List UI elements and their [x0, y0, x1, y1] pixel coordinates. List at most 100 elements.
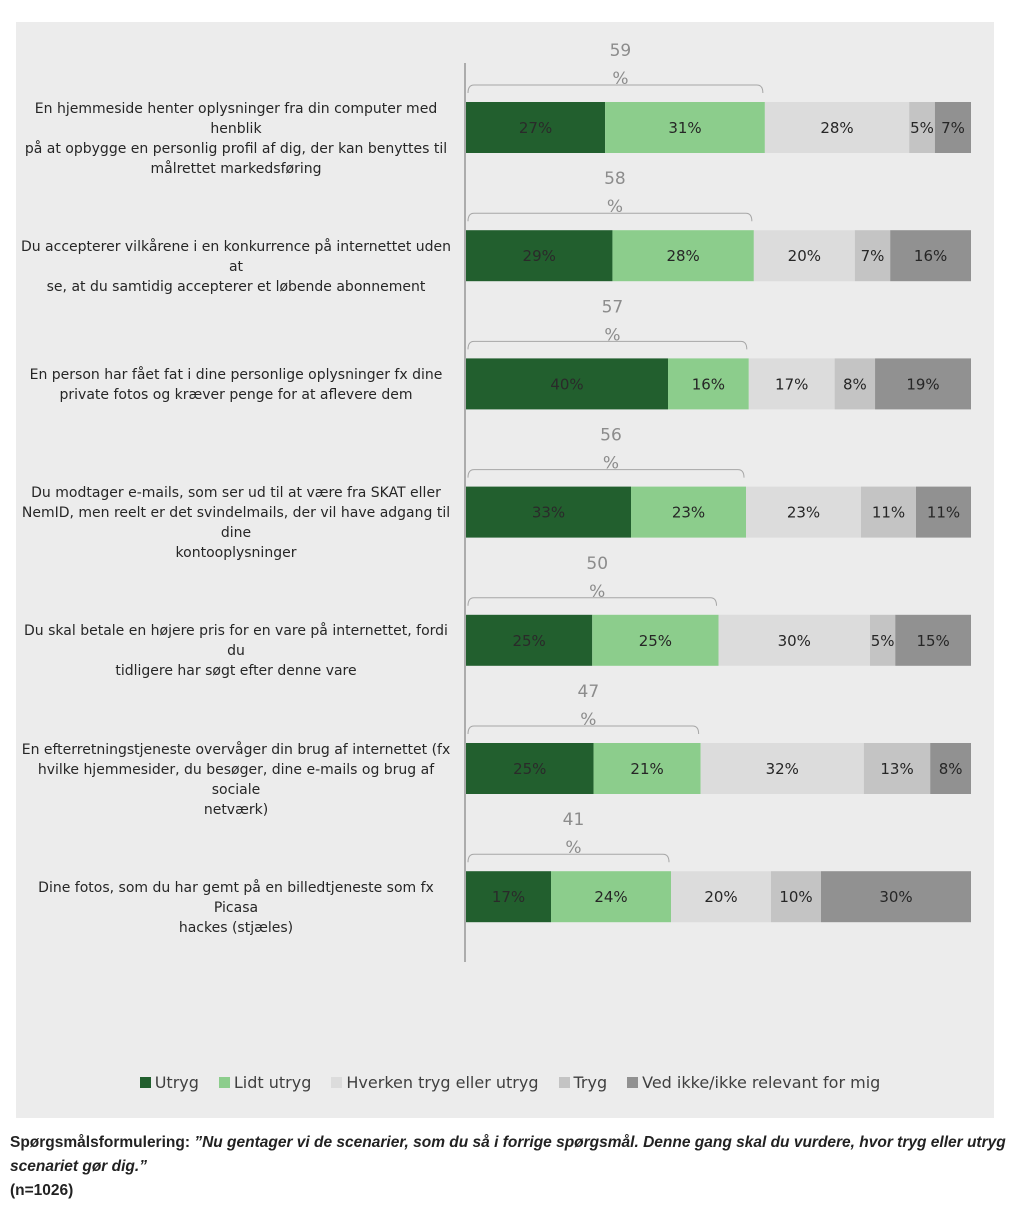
bar-segment — [854, 230, 891, 282]
bracket-total: 56 — [600, 426, 622, 446]
legend-label: Tryg — [573, 1073, 608, 1092]
bar-segment — [771, 871, 821, 923]
data-label: 30% — [879, 888, 912, 906]
category-label-line: En person har fået fat i dine personlige… — [29, 366, 443, 383]
bar-segment — [466, 743, 594, 794]
legend-item: Ved ikke/ikke relevant for mig — [627, 1073, 880, 1092]
bar-segment — [916, 486, 971, 538]
bar-segment — [605, 102, 765, 153]
bar-segment — [753, 230, 855, 282]
bracket-percent-sign: % — [589, 582, 605, 602]
category-label-line: Du modtager e-mails, som ser ud til at v… — [31, 485, 441, 502]
bar-segment — [821, 871, 971, 923]
bar-segment — [746, 486, 861, 538]
bar-segment — [466, 358, 668, 410]
data-label: 21% — [630, 760, 663, 778]
data-label: 28% — [666, 247, 699, 265]
legend-label: Hverken tryg eller utryg — [346, 1073, 539, 1092]
category-label-line: se, at du samtidig accepterer et løbende… — [46, 278, 426, 295]
footnote: Spørgsmålsformulering: ”Nu gentager vi d… — [10, 1131, 1014, 1203]
bracket-total: 58 — [604, 169, 626, 189]
bar-segment — [466, 102, 606, 153]
category-label-line: hackes (stjæles) — [178, 919, 294, 936]
data-label: 7% — [941, 119, 965, 137]
bracket-total: 50 — [586, 554, 608, 574]
data-label: 10% — [779, 888, 812, 906]
bar-segment — [700, 743, 864, 794]
data-label: 8% — [939, 760, 963, 778]
bar-segment — [631, 486, 746, 538]
data-label: 33% — [532, 504, 565, 522]
bar-segment — [466, 871, 551, 923]
data-label: 27% — [519, 119, 552, 137]
chart-panel — [16, 22, 994, 1118]
bracket-percent-sign: % — [607, 197, 623, 217]
legend-swatch — [558, 1077, 570, 1088]
bar-segment — [870, 614, 896, 666]
data-label: 23% — [787, 504, 820, 522]
category-label-line: på at opbygge en personlig profil af dig… — [24, 140, 448, 157]
bracket — [467, 597, 717, 606]
bar-segment — [895, 614, 971, 666]
data-label: 15% — [916, 632, 949, 650]
legend-item: Tryg — [558, 1073, 608, 1092]
bar-segment — [930, 743, 971, 794]
bar-segment — [834, 358, 876, 410]
bracket-total: 57 — [602, 297, 624, 317]
bracket-percent-sign: % — [612, 69, 628, 89]
data-label: 24% — [594, 888, 627, 906]
bracket-total: 59 — [610, 41, 632, 61]
bar-segment — [592, 614, 719, 666]
bar-segment — [934, 102, 971, 153]
legend: Utryg Lidt utryg Hverken tryg eller utryg T… — [0, 1073, 1020, 1092]
data-label: 31% — [668, 119, 701, 137]
legend-swatch — [139, 1077, 151, 1088]
category-label: En hjemmeside henter oplysninger fra din… — [20, 99, 452, 179]
data-label: 11% — [872, 504, 905, 522]
data-label: 32% — [766, 760, 799, 778]
category-label: Du modtager e-mails, som ser ud til at v… — [20, 483, 452, 563]
data-label: 30% — [778, 632, 811, 650]
bar-segment — [909, 102, 935, 153]
legend-swatch — [218, 1077, 230, 1088]
legend-item: Utryg — [139, 1073, 199, 1092]
legend-label: Utryg — [154, 1073, 199, 1092]
bar-segment — [875, 358, 971, 410]
category-label: Dine fotos, som du har gemt på en billed… — [20, 878, 452, 938]
data-label: 23% — [672, 504, 705, 522]
data-label: 17% — [492, 888, 525, 906]
bracket — [467, 469, 745, 478]
bar-segment — [718, 614, 870, 666]
bar-segment — [612, 230, 754, 282]
bracket-total: 47 — [578, 682, 600, 702]
data-label: 11% — [927, 504, 960, 522]
legend-swatch — [331, 1077, 343, 1088]
data-label: 17% — [775, 375, 808, 393]
data-label: 16% — [692, 375, 725, 393]
data-label: 25% — [512, 632, 545, 650]
sample-size: (n=1026) — [10, 1182, 74, 1199]
data-label: 29% — [523, 247, 556, 265]
category-label-line: NemID, men reelt er det svindelmails, de… — [21, 505, 451, 542]
data-label: 20% — [704, 888, 737, 906]
category-label-line: Du accepterer vilkårene i en konkurrence… — [20, 238, 452, 275]
data-label: 16% — [914, 247, 947, 265]
category-label: En efterretningstjeneste overvåger din b… — [20, 740, 452, 820]
data-label: 8% — [843, 375, 867, 393]
data-label: 19% — [906, 375, 939, 393]
bracket-percent-sign: % — [603, 454, 619, 474]
category-label-line: målrettet markedsføring — [150, 160, 322, 177]
bracket — [467, 84, 764, 94]
category-label-line: Dine fotos, som du har gemt på en billed… — [38, 879, 434, 916]
legend-item: Hverken tryg eller utryg — [331, 1073, 539, 1092]
category-label-line: tidligere har søgt efter denne vare — [115, 663, 357, 680]
data-label: 5% — [871, 632, 895, 650]
bar-segment — [861, 486, 916, 538]
legend-label: Lidt utryg — [233, 1073, 312, 1092]
bar-segment — [890, 230, 971, 282]
category-label-line: Du skal betale en højere pris for en var… — [24, 623, 448, 660]
bar-segment — [551, 871, 671, 923]
legend-item: Lidt utryg — [218, 1073, 312, 1092]
bar-segment — [466, 614, 593, 666]
